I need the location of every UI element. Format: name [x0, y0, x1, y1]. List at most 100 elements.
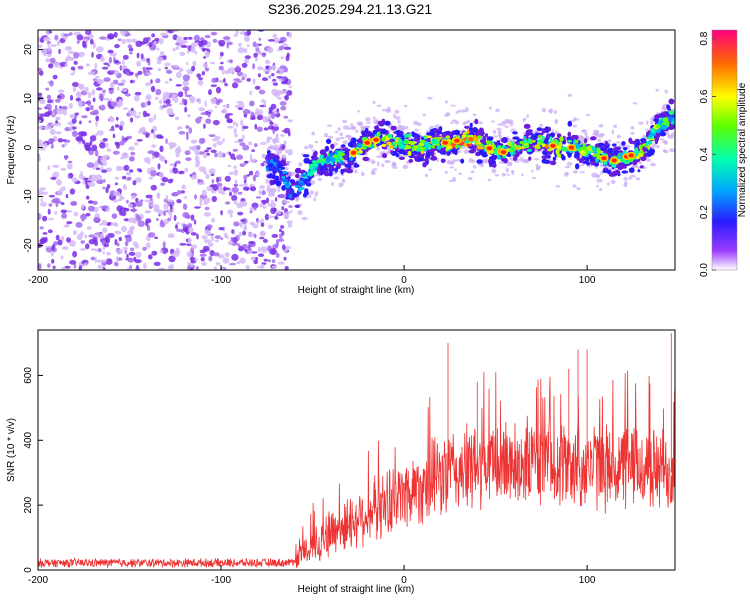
- spectrogram-noise-speckle: [241, 77, 245, 81]
- spectrogram-noise-speckle: [239, 257, 246, 264]
- spectrogram-ridge-core: [519, 140, 525, 145]
- spectrogram-noise-speckle: [283, 46, 292, 51]
- spectrogram-noise-speckle: [273, 37, 280, 44]
- spectrogram-noise-speckle: [280, 105, 287, 111]
- spectrogram-x-tick-label: -200: [28, 275, 48, 286]
- spectrogram-noise-speckle: [38, 189, 43, 196]
- spectrogram-noise-speckle: [127, 44, 133, 49]
- spectrogram-noise-speckle: [243, 174, 248, 181]
- spectrogram-noise-speckle: [222, 108, 228, 115]
- spectrogram-ridge-halo: [365, 117, 371, 122]
- spectrogram-noise-speckle: [55, 116, 61, 121]
- spectrogram-noise-speckle: [168, 255, 176, 263]
- spectrogram-ridge-halo: [451, 159, 457, 163]
- spectrogram-noise-speckle: [211, 77, 217, 83]
- spectrogram-noise-speckle: [221, 267, 225, 270]
- spectrogram-ridge-body: [550, 160, 557, 166]
- spectrogram-noise-speckle: [151, 144, 157, 148]
- spectrogram-noise-speckle: [273, 207, 277, 212]
- spectrogram-ridge-body: [469, 122, 473, 128]
- spectrogram-ridge-body: [600, 147, 606, 152]
- spectrogram-noise-speckle: [112, 150, 120, 155]
- spectrogram-noise-speckle: [66, 163, 73, 170]
- spectrogram-ridge-halo: [449, 179, 455, 183]
- spectrogram-noise-speckle: [104, 38, 110, 41]
- spectrogram-noise-speckle: [68, 51, 76, 55]
- spectrogram-ridge-halo: [267, 189, 271, 194]
- spectrogram-noise-speckle: [260, 162, 265, 167]
- spectrogram-noise-speckle: [210, 149, 217, 153]
- spectrogram-noise-speckle: [150, 169, 157, 177]
- spectrogram-noise-speckle: [143, 262, 147, 269]
- spectrogram-noise-speckle: [148, 117, 154, 123]
- spectrogram-ridge-halo: [491, 120, 495, 123]
- spectrogram-ridge-body: [479, 139, 487, 144]
- spectrogram-noise-speckle: [176, 190, 182, 195]
- spectrogram-ridge-halo: [663, 150, 669, 154]
- spectrogram-noise-speckle: [205, 118, 212, 124]
- spectrogram-noise-speckle: [94, 133, 98, 137]
- spectrogram-noise-speckle: [87, 99, 91, 107]
- spectrogram-noise-speckle: [159, 249, 164, 253]
- spectrogram-noise-speckle: [237, 211, 244, 216]
- spectrogram-ridge-core: [523, 142, 529, 146]
- spectrogram-noise-speckle: [87, 182, 96, 187]
- spectrogram-noise-speckle: [175, 224, 178, 230]
- spectrogram-noise-speckle: [246, 78, 251, 82]
- spectrogram-ridge-body: [408, 159, 414, 163]
- spectrogram-noise-speckle: [275, 133, 279, 139]
- spectrogram-noise-speckle: [234, 104, 240, 109]
- spectrogram-noise-speckle: [229, 191, 232, 197]
- spectrogram-noise-speckle: [160, 219, 164, 225]
- spectrogram-noise-speckle: [131, 195, 136, 199]
- spectrogram-noise-speckle: [249, 207, 254, 211]
- spectrogram-noise-speckle: [231, 253, 239, 261]
- spectrogram-noise-speckle: [77, 65, 84, 70]
- spectrogram-ridge-core: [582, 142, 586, 148]
- spectrogram-ridge-halo: [286, 160, 292, 163]
- spectrogram-noise-speckle: [279, 101, 287, 106]
- spectrogram-ridge-core: [587, 150, 592, 155]
- spectrogram-noise-speckle: [214, 152, 218, 158]
- spectrogram-noise-speckle: [117, 242, 120, 247]
- colorbar-ticks: 0.0 0.2 0.4 0.6 0.8: [699, 31, 716, 277]
- spectrogram-ridge-halo: [429, 125, 435, 129]
- spectrogram-ridge-core: [461, 134, 466, 138]
- spectrogram-noise-speckle: [114, 59, 120, 64]
- spectrogram-ridge-body: [353, 162, 358, 168]
- spectrogram-ridge-halo: [276, 149, 282, 155]
- spectrogram-noise-speckle: [285, 55, 290, 62]
- spectrogram-noise-speckle: [114, 44, 120, 49]
- spectrogram-ridge-body: [657, 113, 662, 118]
- spectrogram-hotspot: [499, 148, 508, 156]
- spectrogram-noise-speckle: [257, 66, 264, 71]
- spectrogram-noise-speckle: [233, 33, 238, 37]
- spectrogram-noise-speckle: [50, 44, 57, 47]
- spectrogram-noise-speckle: [84, 234, 88, 239]
- spectrogram-ridge-core: [466, 129, 470, 135]
- spectrogram-noise-speckle: [94, 248, 99, 252]
- spectrogram-ridge-halo: [331, 181, 334, 187]
- spectrogram-ridge-halo: [632, 165, 637, 169]
- spectrogram-ridge-body: [440, 147, 444, 154]
- spectrogram-noise-speckle: [78, 84, 83, 89]
- spectrogram-noise-speckle: [156, 47, 160, 51]
- spectrogram-noise-speckle: [61, 213, 68, 219]
- spectrogram-noise-speckle: [191, 65, 196, 72]
- spectrogram-ridge-body: [364, 127, 369, 134]
- spectrogram-noise-speckle: [52, 265, 56, 269]
- spectrogram-ridge-core: [545, 144, 549, 149]
- spectrogram-ridge-halo: [507, 138, 512, 141]
- spectrogram-ridge-halo: [638, 121, 644, 125]
- spectrogram-ridge-halo: [365, 121, 372, 124]
- spectrogram-noise-speckle: [159, 145, 164, 153]
- spectrogram-ridge-halo: [376, 146, 380, 151]
- spectrogram-noise-speckle: [95, 120, 98, 127]
- spectrogram-ridge-halo: [304, 145, 309, 150]
- spectrogram-ridge-body: [486, 136, 494, 142]
- spectrogram-ridge-body: [398, 156, 405, 160]
- spectrogram-noise-speckle: [102, 89, 106, 94]
- spectrogram-noise-speckle: [129, 117, 134, 123]
- spectrogram-ridge-core: [311, 160, 318, 164]
- spectrogram-noise-speckle: [214, 235, 221, 240]
